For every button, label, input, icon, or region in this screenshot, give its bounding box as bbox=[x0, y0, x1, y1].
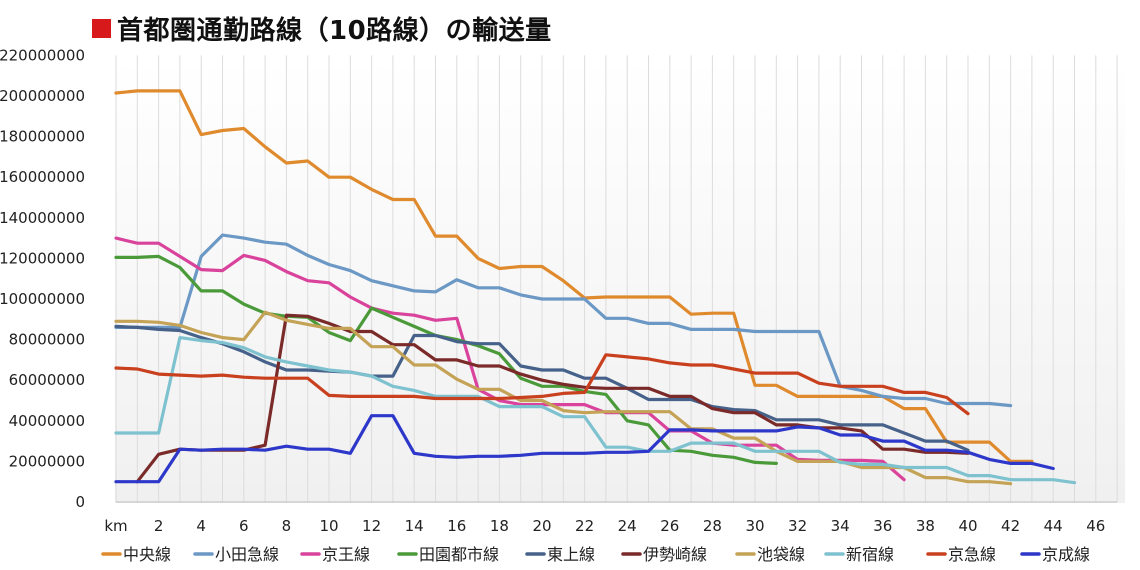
x-tick-label: 12 bbox=[362, 517, 381, 535]
axes: 0 20000000 40000000 60000000 80000000 1000000… bbox=[0, 46, 1118, 535]
x-tick-label: 40 bbox=[958, 517, 977, 535]
y-tick-label: 140000000 bbox=[0, 209, 85, 227]
y-tick-label: 40000000 bbox=[9, 412, 85, 430]
x-tick-label: 34 bbox=[831, 517, 850, 535]
legend-label: 伊勢崎線 bbox=[643, 545, 707, 564]
y-tick-label: 100000000 bbox=[0, 290, 85, 308]
y-tick-label: 120000000 bbox=[0, 249, 85, 267]
series-line-6 bbox=[135, 313, 970, 484]
legend-label: 中央線 bbox=[123, 545, 171, 564]
legend-label: 新宿線 bbox=[846, 545, 894, 564]
title-marker-square bbox=[92, 19, 111, 38]
series-line-5 bbox=[114, 324, 970, 452]
legend-label: 小田急線 bbox=[215, 545, 279, 564]
y-tick-label: 220000000 bbox=[0, 46, 85, 64]
x-tick-label: 6 bbox=[239, 517, 249, 535]
x-tick-label: 42 bbox=[1001, 517, 1020, 535]
x-tick-label: 32 bbox=[788, 517, 807, 535]
series-line-3 bbox=[114, 236, 906, 482]
legend-label: 東上線 bbox=[547, 545, 595, 564]
x-tick-label: 22 bbox=[575, 517, 594, 535]
chart-title: 首都圏通勤路線（10路線）の輸送量 bbox=[117, 16, 552, 46]
y-tick-label: 180000000 bbox=[0, 128, 85, 146]
x-tick-label: 8 bbox=[282, 517, 292, 535]
y-tick-label: 200000000 bbox=[0, 87, 85, 105]
x-tick-label: 36 bbox=[873, 517, 892, 535]
x-tick-label: 30 bbox=[745, 517, 764, 535]
x-tick-label: 24 bbox=[618, 517, 637, 535]
y-tick-label: 160000000 bbox=[0, 168, 85, 186]
x-tick-label: 18 bbox=[490, 517, 509, 535]
y-tick-label: 60000000 bbox=[9, 371, 85, 389]
series-line-8 bbox=[114, 336, 1077, 485]
legend-label: 京王線 bbox=[322, 545, 370, 564]
x-tick-label: 10 bbox=[319, 517, 338, 535]
series-line-10 bbox=[114, 414, 1055, 484]
legend-label: 京成線 bbox=[1042, 545, 1090, 564]
series-line-2 bbox=[114, 233, 1013, 408]
legend-label: 田園都市線 bbox=[419, 545, 499, 564]
legend-label: 池袋線 bbox=[757, 545, 805, 564]
x-tick-label: 46 bbox=[1086, 517, 1105, 535]
x-tick-label: 16 bbox=[447, 517, 466, 535]
y-tick-label: 80000000 bbox=[9, 331, 85, 349]
x-tick-label: 2 bbox=[154, 517, 164, 535]
legend-label: 京急線 bbox=[948, 545, 996, 564]
series-line-9 bbox=[114, 353, 970, 416]
series-line-7 bbox=[114, 310, 1013, 486]
x-tick-label: 26 bbox=[660, 517, 679, 535]
series-lines bbox=[114, 89, 1077, 486]
legend: 中央線 小田急線 京王線 田園都市線 東上線 伊勢崎線 池袋線 新宿線 京急線 京成線 bbox=[101, 545, 1090, 564]
x-tick-label: 28 bbox=[703, 517, 722, 535]
x-tick-label: 14 bbox=[405, 517, 424, 535]
x-tick-label: 38 bbox=[916, 517, 935, 535]
x-tick-label: km bbox=[104, 517, 127, 535]
x-tick-label: 20 bbox=[532, 517, 551, 535]
chart-title-group: 首都圏通勤路線（10路線）の輸送量 bbox=[92, 10, 552, 47]
y-tick-label: 20000000 bbox=[9, 452, 85, 470]
y-tick-label: 0 bbox=[75, 493, 85, 511]
x-tick-label: 44 bbox=[1044, 517, 1063, 535]
x-tick-label: 4 bbox=[196, 517, 206, 535]
plot-background bbox=[115, 58, 1125, 503]
